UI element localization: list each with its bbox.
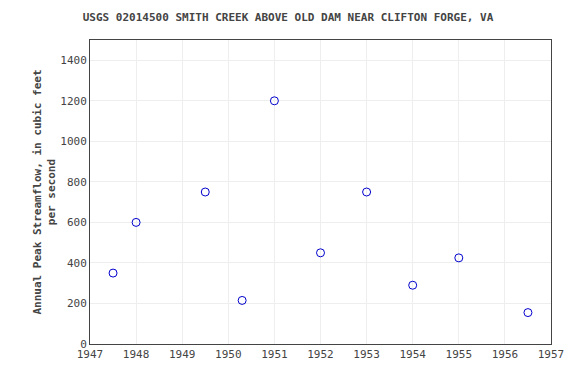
- svg-text:1949: 1949: [169, 348, 196, 361]
- svg-text:400: 400: [67, 257, 87, 270]
- svg-text:600: 600: [67, 216, 87, 229]
- svg-text:1950: 1950: [215, 348, 242, 361]
- svg-text:1957: 1957: [538, 348, 565, 361]
- svg-text:1954: 1954: [399, 348, 426, 361]
- svg-text:1955: 1955: [446, 348, 473, 361]
- svg-text:1000: 1000: [60, 135, 87, 148]
- svg-text:1948: 1948: [123, 348, 150, 361]
- svg-text:1951: 1951: [261, 348, 288, 361]
- svg-text:1947: 1947: [77, 348, 104, 361]
- svg-text:200: 200: [67, 297, 87, 310]
- svg-text:1200: 1200: [60, 95, 87, 108]
- svg-text:0: 0: [80, 338, 87, 351]
- svg-text:1956: 1956: [492, 348, 519, 361]
- svg-text:USGS 02014500 SMITH CREEK ABOV: USGS 02014500 SMITH CREEK ABOVE OLD DAM …: [83, 11, 494, 24]
- svg-text:800: 800: [67, 176, 87, 189]
- svg-text:1400: 1400: [60, 54, 87, 67]
- svg-text:1953: 1953: [353, 348, 380, 361]
- svg-text:Annual Peak Streamflow, in cub: Annual Peak Streamflow, in cubic feetper…: [31, 69, 58, 314]
- svg-text:1952: 1952: [307, 348, 334, 361]
